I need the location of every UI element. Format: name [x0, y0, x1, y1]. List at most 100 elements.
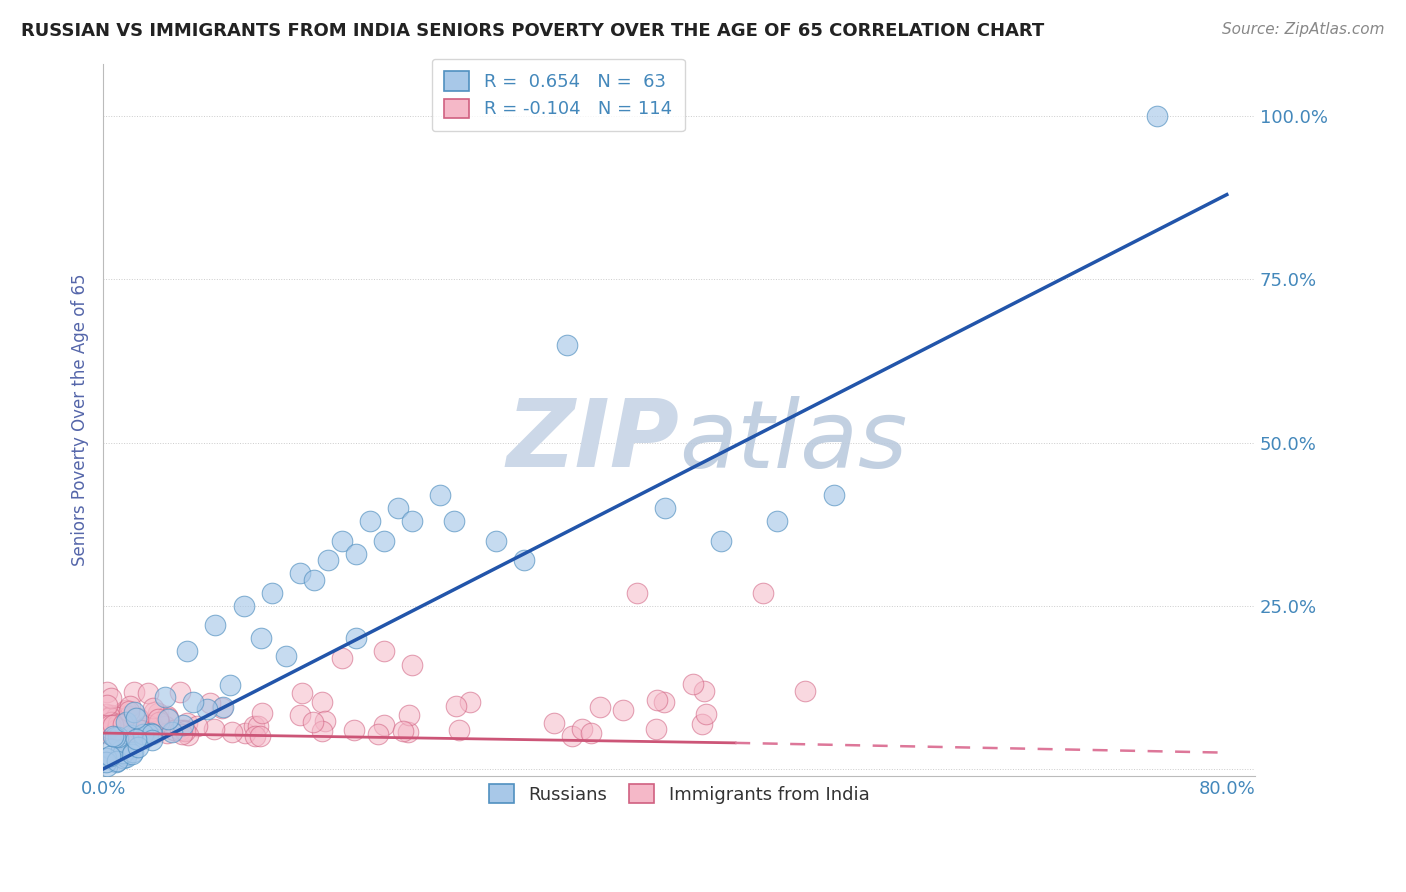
Point — [373, 533, 395, 548]
Point — [766, 514, 789, 528]
Point — [173, 723, 195, 737]
Point — [128, 723, 150, 737]
Point — [176, 644, 198, 658]
Point — [260, 586, 283, 600]
Point — [112, 716, 135, 731]
Point — [142, 720, 165, 734]
Text: ZIP: ZIP — [506, 395, 679, 487]
Point — [153, 719, 176, 733]
Point — [172, 727, 194, 741]
Point — [110, 743, 132, 757]
Point — [373, 718, 395, 732]
Point — [373, 644, 395, 658]
Point — [157, 712, 180, 726]
Point — [626, 586, 648, 600]
Point — [316, 553, 339, 567]
Point — [100, 710, 122, 724]
Point — [97, 721, 120, 735]
Point — [387, 500, 409, 515]
Point — [444, 699, 467, 714]
Point — [311, 695, 333, 709]
Point — [115, 749, 138, 764]
Point — [343, 723, 366, 737]
Point — [125, 732, 148, 747]
Point — [100, 715, 122, 730]
Point — [142, 700, 165, 714]
Point — [131, 725, 153, 739]
Point — [118, 724, 141, 739]
Point — [100, 690, 122, 705]
Point — [94, 756, 117, 770]
Point — [101, 729, 124, 743]
Point — [232, 599, 254, 613]
Point — [458, 695, 481, 709]
Point — [132, 723, 155, 738]
Point — [114, 714, 136, 729]
Point — [121, 728, 143, 742]
Point — [233, 725, 256, 739]
Point — [288, 566, 311, 581]
Point — [136, 718, 159, 732]
Point — [101, 718, 124, 732]
Point — [288, 708, 311, 723]
Point — [690, 717, 713, 731]
Point — [121, 747, 143, 761]
Point — [156, 708, 179, 723]
Point — [330, 651, 353, 665]
Point — [118, 709, 141, 723]
Point — [543, 715, 565, 730]
Point — [250, 632, 273, 646]
Point — [211, 701, 233, 715]
Point — [589, 700, 612, 714]
Point — [117, 717, 139, 731]
Point — [132, 721, 155, 735]
Point — [96, 758, 118, 772]
Point — [104, 755, 127, 769]
Point — [276, 649, 298, 664]
Point — [105, 722, 128, 736]
Legend: Russians, Immigrants from India: Russians, Immigrants from India — [477, 771, 882, 816]
Point — [202, 723, 225, 737]
Point — [127, 740, 149, 755]
Point — [104, 731, 127, 745]
Point — [693, 683, 716, 698]
Point — [96, 685, 118, 699]
Point — [449, 723, 471, 737]
Point — [143, 706, 166, 720]
Point — [94, 723, 117, 738]
Point — [114, 703, 136, 717]
Point — [105, 755, 128, 769]
Point — [367, 727, 389, 741]
Point — [118, 699, 141, 714]
Point — [104, 715, 127, 730]
Point — [398, 708, 420, 723]
Point — [561, 729, 583, 743]
Point — [136, 727, 159, 741]
Point — [198, 696, 221, 710]
Point — [513, 553, 536, 567]
Text: atlas: atlas — [679, 396, 907, 487]
Point — [141, 733, 163, 747]
Point — [695, 707, 717, 722]
Point — [139, 724, 162, 739]
Point — [186, 719, 208, 733]
Point — [221, 724, 243, 739]
Point — [169, 723, 191, 738]
Point — [112, 751, 135, 765]
Point — [555, 337, 578, 351]
Point — [111, 709, 134, 723]
Point — [107, 731, 129, 745]
Point — [136, 686, 159, 700]
Point — [141, 727, 163, 741]
Point — [131, 727, 153, 741]
Point — [104, 710, 127, 724]
Point — [145, 724, 167, 739]
Point — [153, 690, 176, 704]
Point — [652, 695, 675, 709]
Point — [314, 714, 336, 729]
Point — [122, 723, 145, 738]
Point — [344, 547, 367, 561]
Point — [169, 685, 191, 699]
Point — [682, 677, 704, 691]
Point — [100, 707, 122, 722]
